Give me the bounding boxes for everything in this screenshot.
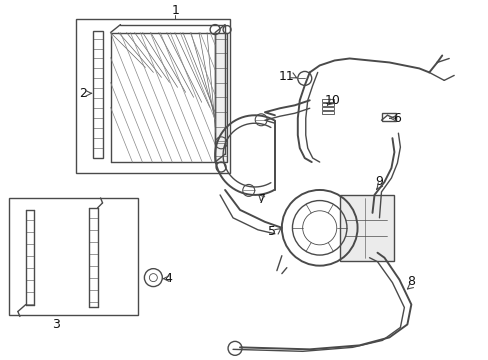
Bar <box>321 99 333 102</box>
Bar <box>321 107 333 110</box>
Text: 6: 6 <box>393 112 401 125</box>
Text: 3: 3 <box>52 318 60 331</box>
Bar <box>339 195 394 261</box>
Bar <box>215 32 226 162</box>
Text: 5: 5 <box>267 225 275 238</box>
Text: 11: 11 <box>279 70 294 83</box>
Bar <box>321 103 333 106</box>
Text: 2: 2 <box>79 87 86 100</box>
Bar <box>9 198 138 315</box>
Text: 10: 10 <box>324 94 340 107</box>
Bar <box>382 113 396 121</box>
Text: 7: 7 <box>257 193 265 206</box>
Text: 9: 9 <box>375 175 383 189</box>
Text: 1: 1 <box>171 4 179 17</box>
Text: 8: 8 <box>407 275 414 288</box>
Bar <box>321 111 333 114</box>
Bar <box>76 19 229 173</box>
Text: 4: 4 <box>164 272 172 285</box>
Bar <box>92 31 102 158</box>
